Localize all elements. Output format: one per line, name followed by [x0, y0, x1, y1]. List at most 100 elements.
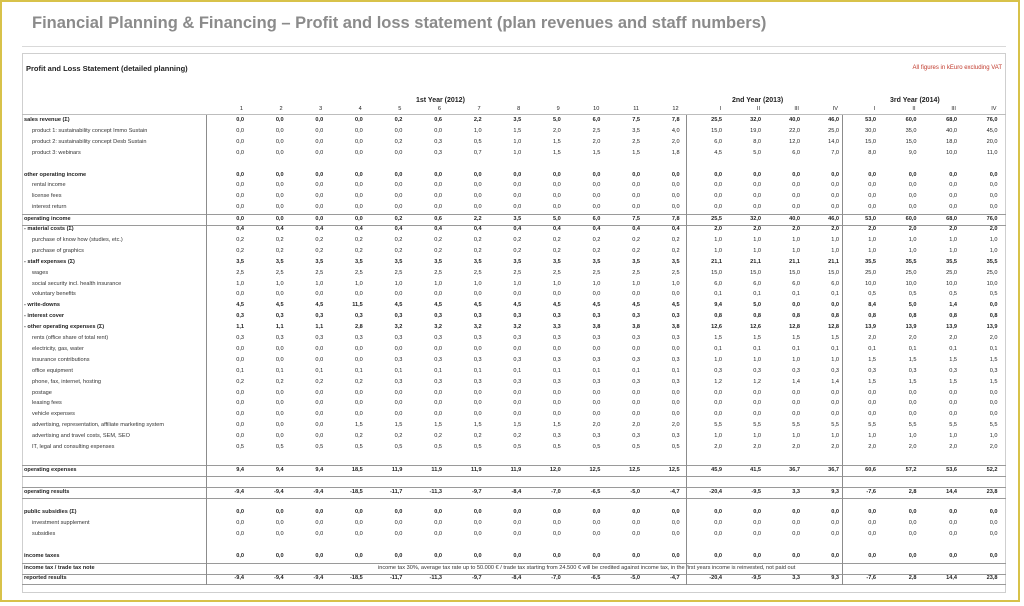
- table-cell: 0,0: [989, 193, 998, 200]
- table-cell: 0,0: [355, 216, 363, 223]
- table-cell: 3,5: [513, 216, 522, 223]
- table-cell: 40,0: [789, 216, 800, 223]
- table-cell: 60,0: [905, 117, 917, 123]
- table-cell: 1,0: [714, 356, 722, 363]
- table-cell: 0,0: [671, 400, 680, 407]
- column-label: 1: [239, 106, 243, 112]
- table-cell: 3,2: [473, 324, 482, 331]
- table-cell: 1,5: [714, 335, 722, 341]
- row-label: - other operating expenses (Σ): [24, 324, 105, 331]
- table-cell: 0,3: [714, 367, 722, 374]
- table-cell: 0,1: [792, 345, 800, 352]
- table-cell: 40,0: [789, 117, 800, 123]
- table-cell: 0,0: [434, 291, 442, 298]
- table-cell: -20,4: [709, 574, 722, 581]
- table-cell: -8,4: [511, 574, 522, 581]
- table-cell: 0,3: [553, 335, 561, 341]
- table-row: [22, 541, 1006, 551]
- table-cell: 0,0: [989, 204, 998, 211]
- table-cell: 0,0: [236, 411, 244, 418]
- table-cell: 2,0: [592, 422, 601, 429]
- table-cell: 0,0: [831, 171, 839, 178]
- table-cell: 0,2: [394, 236, 403, 243]
- table-cell: -5,0: [630, 488, 640, 495]
- table-cell: 0,0: [868, 204, 876, 211]
- table-cell: 1,5: [434, 422, 442, 429]
- table-cell: 0,0: [553, 411, 561, 418]
- table-cell: 0,0: [632, 411, 640, 418]
- table-cell: 2,0: [908, 335, 917, 341]
- table-cell: 46,0: [828, 216, 839, 223]
- table-row: [22, 498, 1006, 508]
- table-cell: 11,9: [510, 466, 522, 473]
- table-row: purchase of graphics 0,2 0,2 0,2 0,2 0,2 0,2 0,…: [22, 247, 1006, 257]
- table-cell: 0,0: [275, 117, 284, 123]
- table-cell: 0,1: [949, 345, 957, 352]
- table-cell: 0,3: [275, 335, 284, 341]
- table-cell: 0,8: [714, 313, 722, 320]
- table-cell: 4,5: [553, 302, 561, 309]
- table-cell: 0,0: [792, 302, 800, 309]
- row-label: income tax / trade tax note: [24, 564, 95, 571]
- table-cell: 35,5: [865, 258, 876, 265]
- table-cell: -9,4: [313, 574, 324, 581]
- table-cell: 3,5: [355, 258, 363, 265]
- table-cell: 0,0: [275, 345, 284, 352]
- table-cell: 0,3: [989, 367, 998, 374]
- table-cell: 0,2: [553, 247, 561, 254]
- table-row: income taxes 0,0 0,0 0,0 0,0 0,0 0,0 0,0 0,0 0,0 0…: [22, 552, 1006, 562]
- table-cell: 2,0: [908, 226, 917, 232]
- table-cell: 2,0: [868, 226, 876, 232]
- table-cell: 4,5: [513, 302, 522, 309]
- table-cell: 1,0: [989, 433, 998, 440]
- table-cell: 3,5: [473, 258, 482, 265]
- table-cell: 0,0: [315, 193, 324, 200]
- table-cell: 0,0: [671, 204, 680, 211]
- table-cell: 0,3: [434, 138, 442, 145]
- table-cell: 3,5: [315, 258, 324, 265]
- table-cell: 0,0: [394, 291, 403, 298]
- table-cell: 0,0: [714, 411, 722, 418]
- table-cell: 0,0: [473, 345, 482, 352]
- column-label: 9: [556, 106, 560, 112]
- table-cell: 1,0: [753, 247, 761, 254]
- table-cell: 1,5: [831, 335, 839, 341]
- table-cell: 9,3: [831, 574, 839, 581]
- table-cell: 2,0: [949, 444, 957, 450]
- table-row: public subsidies (Σ) 0,0 0,0 0,0 0,0 0,0 0,0 0,…: [22, 508, 1006, 518]
- table-cell: 0,0: [315, 389, 324, 396]
- table-cell: 4,5: [632, 302, 640, 309]
- table-cell: 0,0: [632, 509, 640, 516]
- table-cell: 1,0: [792, 433, 800, 440]
- table-cell: 5,0: [553, 117, 561, 123]
- table-cell: 45,9: [711, 466, 722, 473]
- table-cell: 2,5: [513, 269, 522, 276]
- table-cell: 0,1: [868, 345, 876, 352]
- table-cell: 0,1: [714, 345, 722, 352]
- table-cell: 0,3: [831, 367, 839, 374]
- table-cell: 3,5: [671, 258, 680, 265]
- table-cell: 0,0: [671, 345, 680, 352]
- table-cell: 25,5: [711, 216, 722, 223]
- table-cell: 2,0: [989, 226, 998, 232]
- table-cell: 25,0: [865, 269, 876, 276]
- table-cell: 1,0: [908, 433, 917, 440]
- table-cell: 5,0: [753, 149, 761, 156]
- table-cell: 1,0: [908, 236, 917, 243]
- table-cell: -11,3: [429, 488, 442, 495]
- table-cell: 0,4: [632, 226, 640, 232]
- table-cell: 0,0: [671, 389, 680, 396]
- table-cell: 0,0: [632, 553, 640, 559]
- table-cell: 0,5: [908, 291, 917, 298]
- table-cell: 5,5: [831, 422, 839, 429]
- table-cell: 21,1: [828, 258, 839, 265]
- table-cell: 0,0: [275, 509, 284, 516]
- table-cell: 0,0: [989, 171, 998, 178]
- table-cell: 32,0: [750, 117, 761, 123]
- table-cell: 0,0: [275, 193, 284, 200]
- table-cell: 0,0: [473, 509, 482, 516]
- table-cell: 1,0: [868, 236, 876, 243]
- table-cell: 0,0: [792, 182, 800, 189]
- table-cell: 0,0: [592, 531, 601, 538]
- table-row: [22, 160, 1006, 170]
